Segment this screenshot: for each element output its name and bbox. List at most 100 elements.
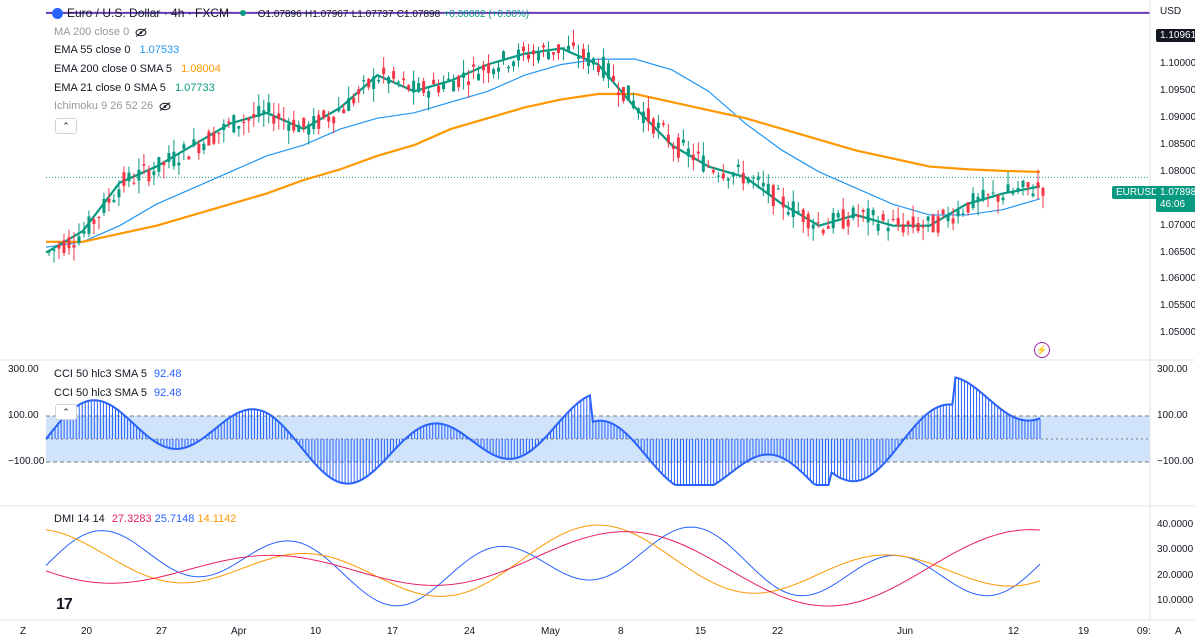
ema200-legend[interactable]: EMA 200 close 0 SMA 5 1.08004 — [54, 63, 221, 76]
candle-body — [986, 194, 990, 196]
ema21-label: EMA 21 close 0 SMA 5 — [54, 82, 166, 94]
bar-countdown: 46:06 — [1160, 199, 1186, 210]
time-tick-label: 19 — [1078, 626, 1090, 637]
candle-body — [1001, 197, 1005, 201]
candle-body — [202, 143, 206, 151]
candle-body — [307, 124, 311, 135]
candle-body — [352, 97, 356, 104]
cci-tick-label: 100.00 — [8, 410, 39, 421]
candle-body — [152, 171, 156, 176]
candle-body — [606, 63, 610, 79]
candle-body — [621, 87, 625, 101]
candle-body — [522, 46, 526, 52]
candle-body — [566, 45, 570, 52]
candle-body — [916, 223, 920, 231]
hidden-eye-icon[interactable] — [159, 101, 171, 111]
candle-body — [302, 117, 306, 128]
candle-body — [1026, 182, 1030, 188]
dmi-legend[interactable]: DMI 14 14 27.3283 25.7148 14.1142 — [54, 513, 236, 526]
time-tick-label: 27 — [156, 626, 168, 637]
candle-body — [62, 240, 66, 253]
candle-body — [157, 157, 161, 172]
candle-body — [681, 139, 685, 143]
market-status-dot — [240, 10, 247, 17]
candle-body — [347, 98, 351, 111]
candle-body — [482, 64, 486, 71]
candle-body — [362, 80, 366, 82]
candle-body — [377, 79, 381, 82]
logo-icon — [52, 8, 63, 20]
candle-body — [646, 108, 650, 123]
symbol-title[interactable]: Euro / U.S. Dollar · 4h · FXCM — [67, 6, 230, 20]
candle-body — [127, 172, 131, 182]
cci-pane — [45, 376, 1150, 486]
ema21-legend[interactable]: EMA 21 close 0 SMA 5 1.07733 — [54, 82, 215, 95]
candle-body — [342, 109, 346, 114]
price-tick-label: 1.06000 — [1160, 273, 1195, 285]
candle-body — [417, 83, 421, 92]
auto-scale-button[interactable]: A — [1175, 626, 1182, 637]
candle-body — [532, 50, 536, 55]
price-tick-label: 1.09000 — [1160, 112, 1195, 124]
candle-body — [322, 110, 326, 118]
timezone-button[interactable]: Z — [20, 626, 27, 637]
cci-tick-label: 300.00 — [8, 364, 39, 375]
candle-body — [781, 196, 785, 208]
dmi-line-1 — [45, 524, 1041, 597]
candle-body — [407, 85, 411, 91]
symbol-tag: EURUSD — [1112, 186, 1163, 199]
dmi-line-2 — [45, 529, 1041, 607]
ema200-label: EMA 200 close 0 SMA 5 — [54, 63, 173, 75]
price-tick-label: 1.06500 — [1160, 246, 1195, 258]
cci-legend-2[interactable]: CCI 50 hlc3 SMA 5 92.48 — [54, 387, 182, 400]
candle-body — [217, 132, 221, 134]
ema-line-2 — [45, 47, 1041, 254]
time-tick-label: Apr — [231, 626, 247, 637]
candle-body — [52, 249, 56, 251]
ma200-legend[interactable]: MA 200 close 0 — [54, 26, 147, 39]
price-tick-label: 1.10000 — [1160, 58, 1195, 70]
candle-body — [452, 80, 456, 92]
candle-body — [212, 132, 216, 144]
time-tick-label: 20 — [81, 626, 93, 637]
ichimoku-legend[interactable]: Ichimoku 9 26 52 26 — [54, 100, 171, 113]
currency-label[interactable]: USD — [1160, 6, 1182, 17]
candle-body — [1016, 187, 1020, 192]
time-tick-label: May — [541, 626, 560, 637]
candle-body — [596, 65, 600, 73]
candle-body — [162, 162, 166, 166]
candle-body — [187, 156, 191, 160]
collapse-legend-button[interactable]: ⌃ — [55, 118, 77, 134]
price-tick-label: 1.05500 — [1160, 300, 1195, 312]
candle-body — [611, 75, 615, 81]
candle-body — [232, 115, 236, 133]
ema55-legend[interactable]: EMA 55 close 0 1.07533 — [54, 44, 179, 57]
candle-body — [946, 214, 950, 222]
hline-price-tag: 1.10961 — [1156, 29, 1195, 42]
candle-body — [851, 207, 855, 219]
candle-body — [631, 100, 635, 108]
candle-body — [1011, 191, 1015, 194]
candle-body — [961, 213, 965, 215]
lightning-icon[interactable]: ⚡ — [1034, 342, 1050, 358]
hidden-eye-icon[interactable] — [135, 27, 147, 37]
candle-body — [991, 192, 995, 194]
price-tick-label: 1.08500 — [1160, 139, 1195, 151]
candle-body — [981, 189, 985, 201]
ohlc-low: L1.07737 — [351, 9, 394, 20]
ichimoku-label: Ichimoku 9 26 52 26 — [54, 100, 154, 112]
candle-body — [751, 177, 755, 179]
candle-body — [112, 200, 116, 202]
cci-line — [45, 376, 1041, 486]
candle-body — [397, 81, 401, 83]
cci-legend-1[interactable]: CCI 50 hlc3 SMA 5 92.48 — [54, 368, 182, 381]
collapse-cci-button[interactable]: ⌃ — [55, 404, 77, 420]
candle-body — [107, 198, 111, 203]
candle-body — [47, 251, 51, 253]
candle-body — [472, 64, 476, 67]
tradingview-logo[interactable]: 17 — [56, 596, 73, 613]
candle-body — [402, 78, 406, 81]
candle-body — [881, 214, 885, 221]
candle-body — [766, 183, 770, 194]
